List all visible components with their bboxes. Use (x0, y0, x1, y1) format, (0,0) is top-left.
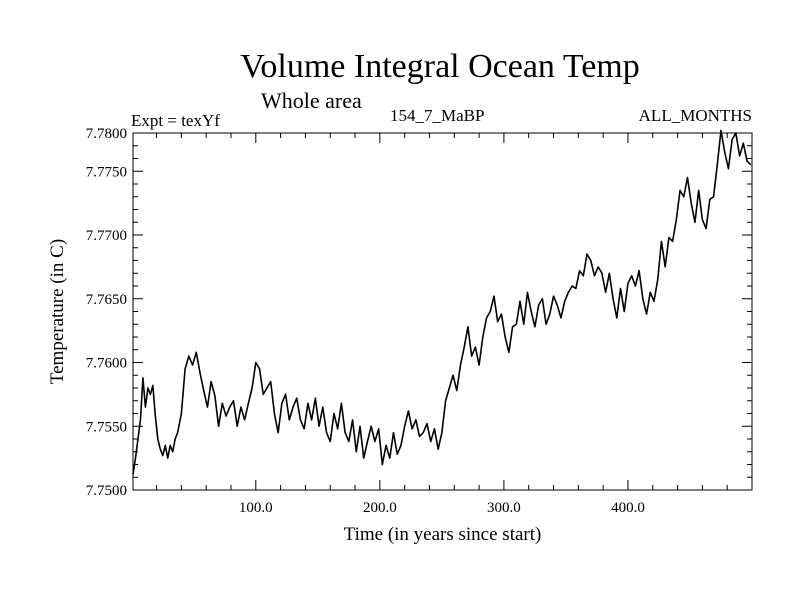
y-tick-labels: 7.7500 7.7550 7.7600 7.7650 7.7700 7.7750 7.78… (86, 126, 127, 499)
tick-marks (133, 133, 752, 490)
run-label: 154_7_MaBP (390, 106, 485, 125)
y-tick-label: 7.7600 (86, 356, 127, 372)
chart-title: Volume Integral Ocean Temp (240, 48, 640, 85)
x-tick-label: 300.0 (487, 500, 521, 516)
x-axis-label: Time (in years since start) (344, 524, 542, 545)
chart-subtitle: Whole area (261, 88, 362, 113)
y-tick-label: 7.7550 (86, 419, 127, 435)
x-tick-label: 200.0 (363, 500, 397, 516)
experiment-label: Expt = texYf (131, 111, 220, 130)
y-axis-label: Temperature (in C) (47, 239, 68, 384)
y-tick-label: 7.7650 (86, 292, 127, 308)
x-tick-label: 100.0 (239, 500, 273, 516)
x-tick-label: 400.0 (611, 500, 645, 516)
months-label: ALL_MONTHS (638, 106, 752, 125)
y-tick-label: 7.7500 (86, 483, 127, 499)
y-tick-label: 7.7800 (86, 126, 127, 142)
x-tick-labels: 100.0 200.0 300.0 400.0 (239, 500, 645, 516)
series-line (132, 129, 752, 475)
y-tick-label: 7.7700 (86, 228, 127, 244)
y-tick-label: 7.7750 (86, 164, 127, 180)
plot-frame (132, 132, 753, 491)
